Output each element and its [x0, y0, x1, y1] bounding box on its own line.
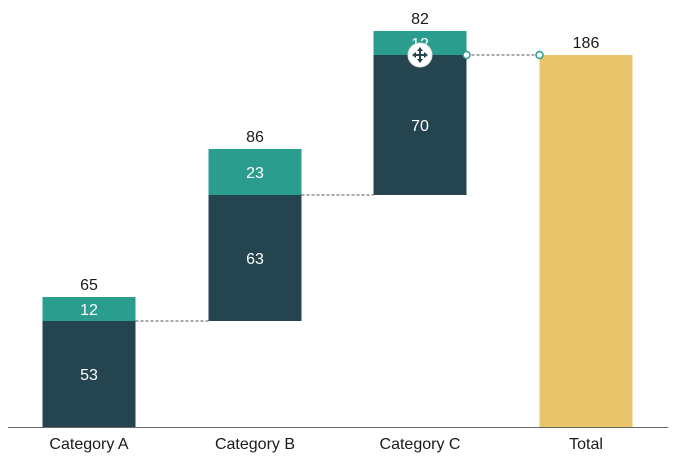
connector-end-handle[interactable]	[535, 50, 544, 60]
bar-segment-3-1[interactable]	[373, 55, 467, 195]
selection-overlay[interactable]	[407, 42, 544, 68]
segment-value-label: 12	[80, 302, 98, 319]
segment-value-label: 23	[246, 165, 264, 182]
move-arrows-icon[interactable]	[407, 42, 433, 68]
bar-group	[42, 31, 633, 427]
total-value-label: 186	[573, 35, 600, 52]
segment-value-label: 70	[411, 118, 429, 135]
category-label: Total	[569, 436, 603, 453]
connector-lines	[135, 54, 540, 322]
category-label: Category A	[49, 436, 128, 453]
stack-total-label: 82	[411, 11, 429, 28]
bar-segment-2-1[interactable]	[208, 195, 302, 321]
category-label: Category C	[380, 436, 461, 453]
bar-segment-2-2[interactable]	[208, 149, 302, 195]
total-bar[interactable]	[539, 55, 633, 427]
segment-value-label: 53	[80, 367, 98, 384]
connector-start-handle[interactable]	[462, 50, 471, 60]
stack-total-label: 65	[80, 277, 98, 294]
bar-segment-1-2[interactable]	[42, 297, 136, 321]
segment-value-label: 63	[246, 251, 264, 268]
stack-total-label: 86	[246, 129, 264, 146]
category-label: Category B	[215, 436, 295, 453]
bar-segment-1-1[interactable]	[42, 321, 136, 427]
